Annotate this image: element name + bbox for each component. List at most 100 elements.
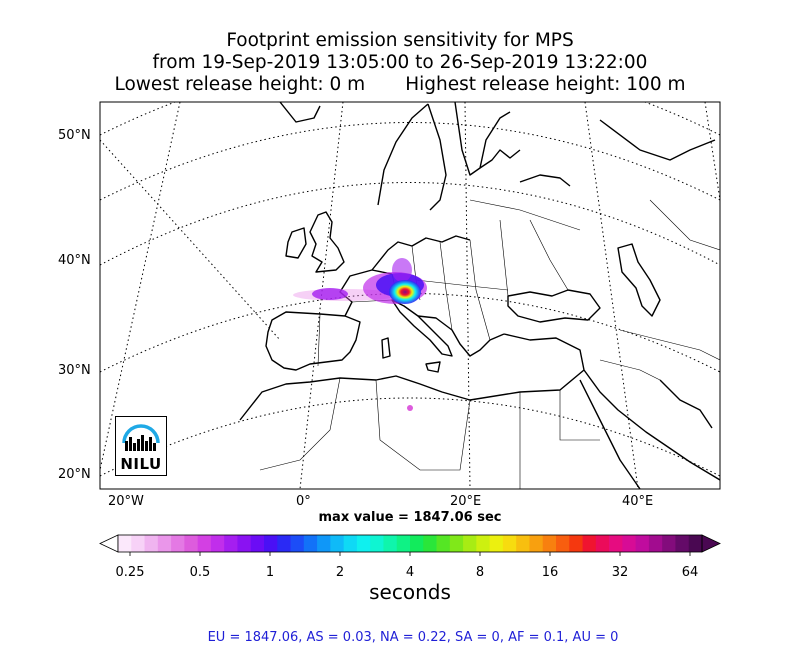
colorbar-swatch (144, 535, 159, 552)
coast-balkans (417, 315, 505, 357)
lon-label-20e: 20°E (450, 494, 481, 509)
chart-title: Footprint emission sensitivity for MPS f… (0, 30, 800, 96)
coastlines (239, 102, 720, 489)
nilu-logo-text: NILU (120, 455, 162, 473)
colorbar-swatch (648, 535, 663, 552)
colorbar-swatch (317, 535, 331, 552)
lat-label-20n: 20°N (58, 467, 91, 482)
colorbar-tick-label: 8 (476, 565, 484, 580)
colorbar-label: seconds (369, 580, 451, 604)
coast-france (339, 269, 393, 317)
highest-release-height: Highest release height: 100 m (405, 74, 686, 95)
colorbar-tick-label: 0.25 (116, 565, 145, 580)
parallel-line (100, 122, 720, 201)
lon-label-20w: 20°W (108, 494, 144, 509)
colorbar-swatch (609, 535, 623, 552)
region-summary: EU = 1847.06, AS = 0.03, NA = 0.22, SA =… (207, 630, 619, 645)
colorbar-swatch (264, 535, 278, 552)
meridian-line (704, 102, 720, 201)
colorbar-tick-label: 32 (612, 565, 629, 580)
lon-label-40e: 40°E (622, 494, 653, 509)
colorbar-swatch (171, 535, 185, 552)
title-line-3: Lowest release height: 0 m Highest relea… (0, 74, 800, 96)
colorbar-swatch (224, 535, 238, 552)
colorbar-swatch (529, 535, 544, 552)
meridian-line (464, 102, 471, 489)
colorbar-ticks: 0.25 0.5 1 2 4 8 16 32 64 (116, 552, 699, 580)
colorbar (99, 534, 721, 553)
colorbar-swatch (131, 535, 145, 552)
map-frame (99, 101, 721, 490)
colorbar-swatch (356, 535, 371, 552)
lat-label-50n: 50°N (58, 128, 91, 143)
coast-caspian (617, 243, 661, 317)
coast-sicily (425, 361, 441, 373)
colorbar-tick-label: 4 (406, 565, 414, 580)
coast-north-sea (371, 235, 471, 271)
coast-red-sea (579, 379, 641, 489)
colorbar-swatch (197, 535, 212, 552)
colorbar-tick-label: 2 (336, 565, 344, 580)
coast-great-britain (309, 211, 345, 273)
footprint-plume (293, 258, 427, 411)
colorbar-swatch (370, 535, 384, 552)
colorbar-swatch (569, 535, 583, 552)
colorbar-swatch (118, 535, 132, 552)
lat-label-40n: 40°N (58, 253, 91, 268)
parallel-line (100, 293, 720, 373)
colorbar-tick-label: 16 (542, 565, 559, 580)
colorbar-swatch (476, 535, 491, 552)
colorbar-extend-min (99, 534, 119, 553)
title-line-1: Footprint emission sensitivity for MPS (226, 30, 574, 51)
colorbar-swatch (436, 535, 451, 552)
map-area (100, 102, 720, 489)
colorbar-swatch (303, 535, 318, 552)
lowest-release-height: Lowest release height: 0 m (114, 74, 366, 95)
colorbar-swatch (330, 535, 345, 552)
title-line-2: from 19-Sep-2019 13:05:00 to 26-Sep-2019… (152, 52, 648, 73)
colorbar-swatch (662, 535, 676, 552)
colorbar-swatch (383, 535, 398, 552)
colorbar-tick-label: 1 (266, 565, 274, 580)
coast-ireland (285, 227, 307, 259)
colorbar-swatch (184, 535, 199, 552)
colorbar-swatch (489, 535, 504, 552)
parallel-line (100, 397, 720, 477)
nilu-logo-graphic (122, 424, 160, 451)
colorbar-swatch (343, 535, 358, 552)
colorbar-swatch (277, 535, 291, 552)
colorbar-swatch (595, 535, 610, 552)
colorbar-swatch (423, 535, 437, 552)
coast-finland (479, 149, 521, 169)
coast-middle-east (503, 333, 720, 481)
coast-persian-gulf (659, 379, 713, 429)
colorbar-swatch (675, 535, 690, 552)
colorbar-swatch (463, 535, 477, 552)
colorbar-swatch (396, 535, 411, 552)
colorbar-swatch (582, 535, 597, 552)
colorbar-swatch (410, 535, 424, 552)
parallel-line (100, 182, 720, 266)
colorbar-swatch (250, 535, 265, 552)
colorbar-swatch (556, 535, 570, 552)
colorbar-swatch (635, 535, 650, 552)
coast-black-sea (507, 289, 601, 323)
max-value-label: max value = 1847.06 sec (318, 510, 502, 525)
colorbar-swatch (157, 535, 172, 552)
coast-sardinia (381, 337, 391, 359)
colorbar-swatch (622, 535, 637, 552)
coast-iberia (265, 311, 361, 371)
colorbar-swatch (449, 535, 464, 552)
coast-arctic (279, 102, 716, 187)
colorbar-swatch (688, 535, 703, 552)
colorbar-swatch (502, 535, 517, 552)
coast-italy (391, 299, 453, 357)
colorbar-swatch (237, 535, 252, 552)
nilu-logo: NILU (115, 416, 167, 476)
colorbar-tick-label: 64 (682, 565, 699, 580)
colorbar-swatch (210, 535, 225, 552)
colorbar-swatch (290, 535, 305, 552)
colorbar-tick-label: 0.5 (190, 565, 211, 580)
lat-label-30n: 30°N (58, 363, 91, 378)
